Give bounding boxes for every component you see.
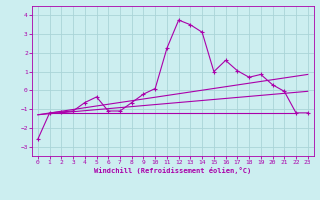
X-axis label: Windchill (Refroidissement éolien,°C): Windchill (Refroidissement éolien,°C) (94, 167, 252, 174)
